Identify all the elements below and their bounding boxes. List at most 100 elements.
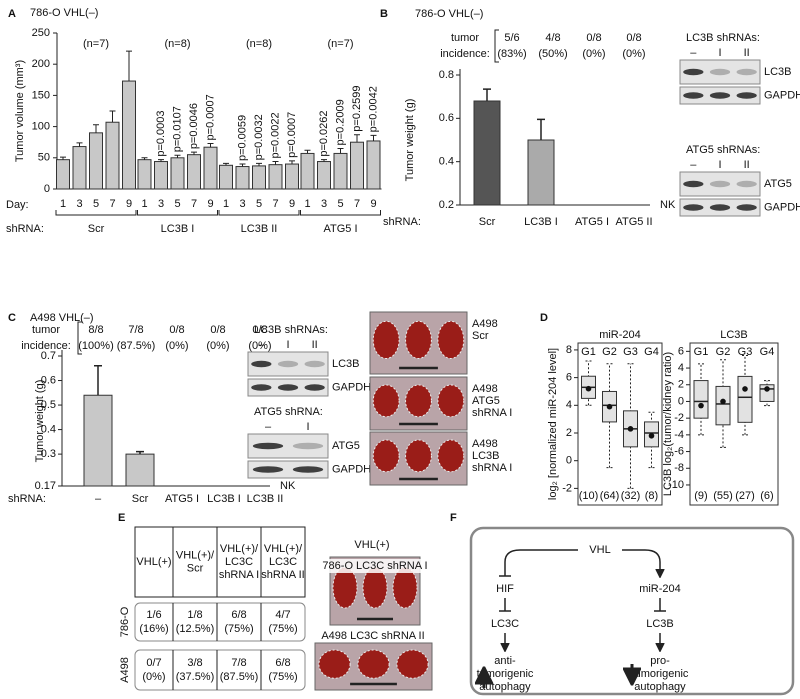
mean <box>764 386 770 392</box>
bar <box>285 163 299 190</box>
incidence-value: (0%) <box>206 340 229 352</box>
table-cell: 7/8 <box>231 657 246 669</box>
table-cell: 6/8 <box>275 657 290 669</box>
error-bar <box>223 162 229 166</box>
node: miR-204 <box>639 583 681 595</box>
panel-label: F <box>450 512 457 524</box>
axis-caption: shRNA: <box>6 223 44 235</box>
annotation: NK <box>280 480 296 492</box>
group-label: G3 <box>738 346 753 358</box>
bar <box>366 140 381 190</box>
error-bar <box>483 88 491 101</box>
band <box>683 204 704 211</box>
node: autophagy <box>634 681 686 693</box>
x-tick-label: 1 <box>60 198 66 210</box>
tumor <box>372 320 400 359</box>
table-header-cell: shRNA I <box>219 569 259 581</box>
table-header-cell: LC3C <box>269 556 297 568</box>
incidence-value: 0/8 <box>252 324 267 336</box>
whisker <box>648 411 655 469</box>
lane-label: II <box>312 339 318 351</box>
p-value: p=0.0262 <box>318 110 330 156</box>
photo-label: Scr <box>472 330 489 342</box>
tumor <box>396 649 429 679</box>
y-tick-label: 0.4 <box>439 156 454 168</box>
n-label: (10) <box>579 490 599 502</box>
x-tick-label: 5 <box>337 198 343 210</box>
x-tick-label: 3 <box>158 198 164 210</box>
bar <box>154 161 168 190</box>
x-tick-label: 7 <box>191 198 197 210</box>
bar <box>83 394 113 487</box>
table-cell: 1/6 <box>146 609 161 621</box>
p-value: p=0.0107 <box>171 106 183 152</box>
band <box>251 384 272 391</box>
bar <box>235 166 250 190</box>
incidence-value: 0/8 <box>210 324 225 336</box>
bar <box>170 157 185 190</box>
y-tick-label: 150 <box>32 89 50 101</box>
row-label: A498 <box>119 657 131 683</box>
y-tick-label: 2 <box>678 379 684 391</box>
y-axis-label: log₂ [normalized miR-204 level] <box>547 348 559 500</box>
table-cell: 3/8 <box>187 657 202 669</box>
tumor <box>318 649 351 679</box>
error-bar <box>141 157 148 160</box>
lane-label: II <box>744 47 750 59</box>
table-cell: (12.5%) <box>176 623 215 635</box>
y-tick-label: 0 <box>678 395 684 407</box>
band <box>736 180 757 188</box>
plot-frame <box>577 342 663 506</box>
x-tick-label: 3 <box>239 198 245 210</box>
chart-title: A498 VHL(–) <box>30 312 94 324</box>
n-label: (n=8) <box>165 38 191 50</box>
x-tick-label: 9 <box>207 198 213 210</box>
arrow <box>622 549 660 576</box>
p-value: p=0.0032 <box>253 114 265 160</box>
table-header-cell: VHL(+)/ <box>264 543 303 555</box>
panel-label: A <box>8 8 16 20</box>
y-tick-label: 0.5 <box>41 399 56 411</box>
label-bg <box>322 559 428 573</box>
tumor <box>405 320 432 359</box>
table-header-cell: Scr <box>187 562 204 574</box>
incidence-value: (83%) <box>497 48 526 60</box>
whisker <box>627 363 634 489</box>
lane-label: I <box>306 421 309 433</box>
inhibit <box>654 598 666 612</box>
band-label: GAPDH <box>764 201 800 213</box>
error-bar <box>321 159 327 162</box>
incidence-value: 0/8 <box>626 32 641 44</box>
bar <box>125 453 155 487</box>
blot-heading: LC3B shRNAs: <box>254 324 328 336</box>
incidence-value: 0/8 <box>169 324 184 336</box>
panel-label: B <box>380 8 388 20</box>
error-bar <box>109 110 116 123</box>
table-cell: (87.5%) <box>220 671 259 683</box>
band <box>736 68 757 76</box>
mean <box>585 385 592 392</box>
whisker <box>606 363 613 469</box>
whisker <box>720 359 726 448</box>
x-tick-label: 7 <box>109 198 115 210</box>
band-label: LC3B <box>764 66 792 78</box>
node: LC3C <box>491 618 519 630</box>
y-axis-label: LC3B log₂(tumor/kidney ratio) <box>662 352 674 496</box>
bar <box>203 146 218 190</box>
band-label: LC3B <box>332 358 360 370</box>
x-tick-label: 3 <box>321 198 327 210</box>
incidence-value: (50%) <box>538 48 567 60</box>
photo-label: 786-O LC3C shRNA I <box>322 560 427 572</box>
error-bar <box>126 50 132 82</box>
group-label: LC3B I <box>161 223 195 235</box>
node: VHL <box>589 544 610 556</box>
tumor <box>357 649 390 679</box>
n-label: (27) <box>735 490 755 502</box>
band <box>252 466 284 473</box>
band <box>304 384 325 391</box>
y-tick-label: 0 <box>44 183 50 195</box>
chart-title: 786-O VHL(–) <box>30 7 98 19</box>
y-tick-label: -10 <box>668 479 684 491</box>
error-bar <box>272 161 279 165</box>
x-tick-label: 7 <box>354 198 360 210</box>
